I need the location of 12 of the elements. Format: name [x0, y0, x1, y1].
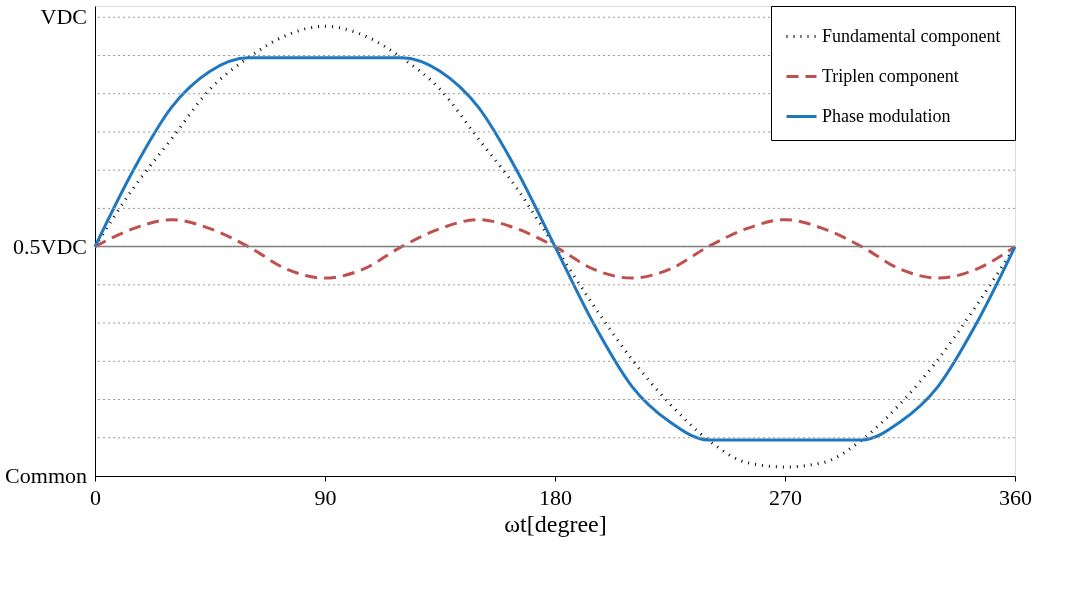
x-tick-label: 270 — [769, 484, 802, 510]
x-tick-label: 360 — [999, 484, 1032, 510]
x-axis-title: ωt[degree] — [504, 510, 607, 537]
x-tick-label: 90 — [314, 484, 337, 510]
legend-label: Triplen component — [822, 65, 959, 86]
text: 0.5VDC — [13, 233, 87, 259]
text: Common — [5, 463, 87, 488]
legend-label: Fundamental component — [822, 25, 1001, 46]
text: VDC — [40, 4, 87, 30]
x-tick-label: 0 — [90, 484, 101, 510]
legend-label: Phase modulation — [822, 105, 951, 126]
x-tick-label: 180 — [539, 484, 572, 510]
